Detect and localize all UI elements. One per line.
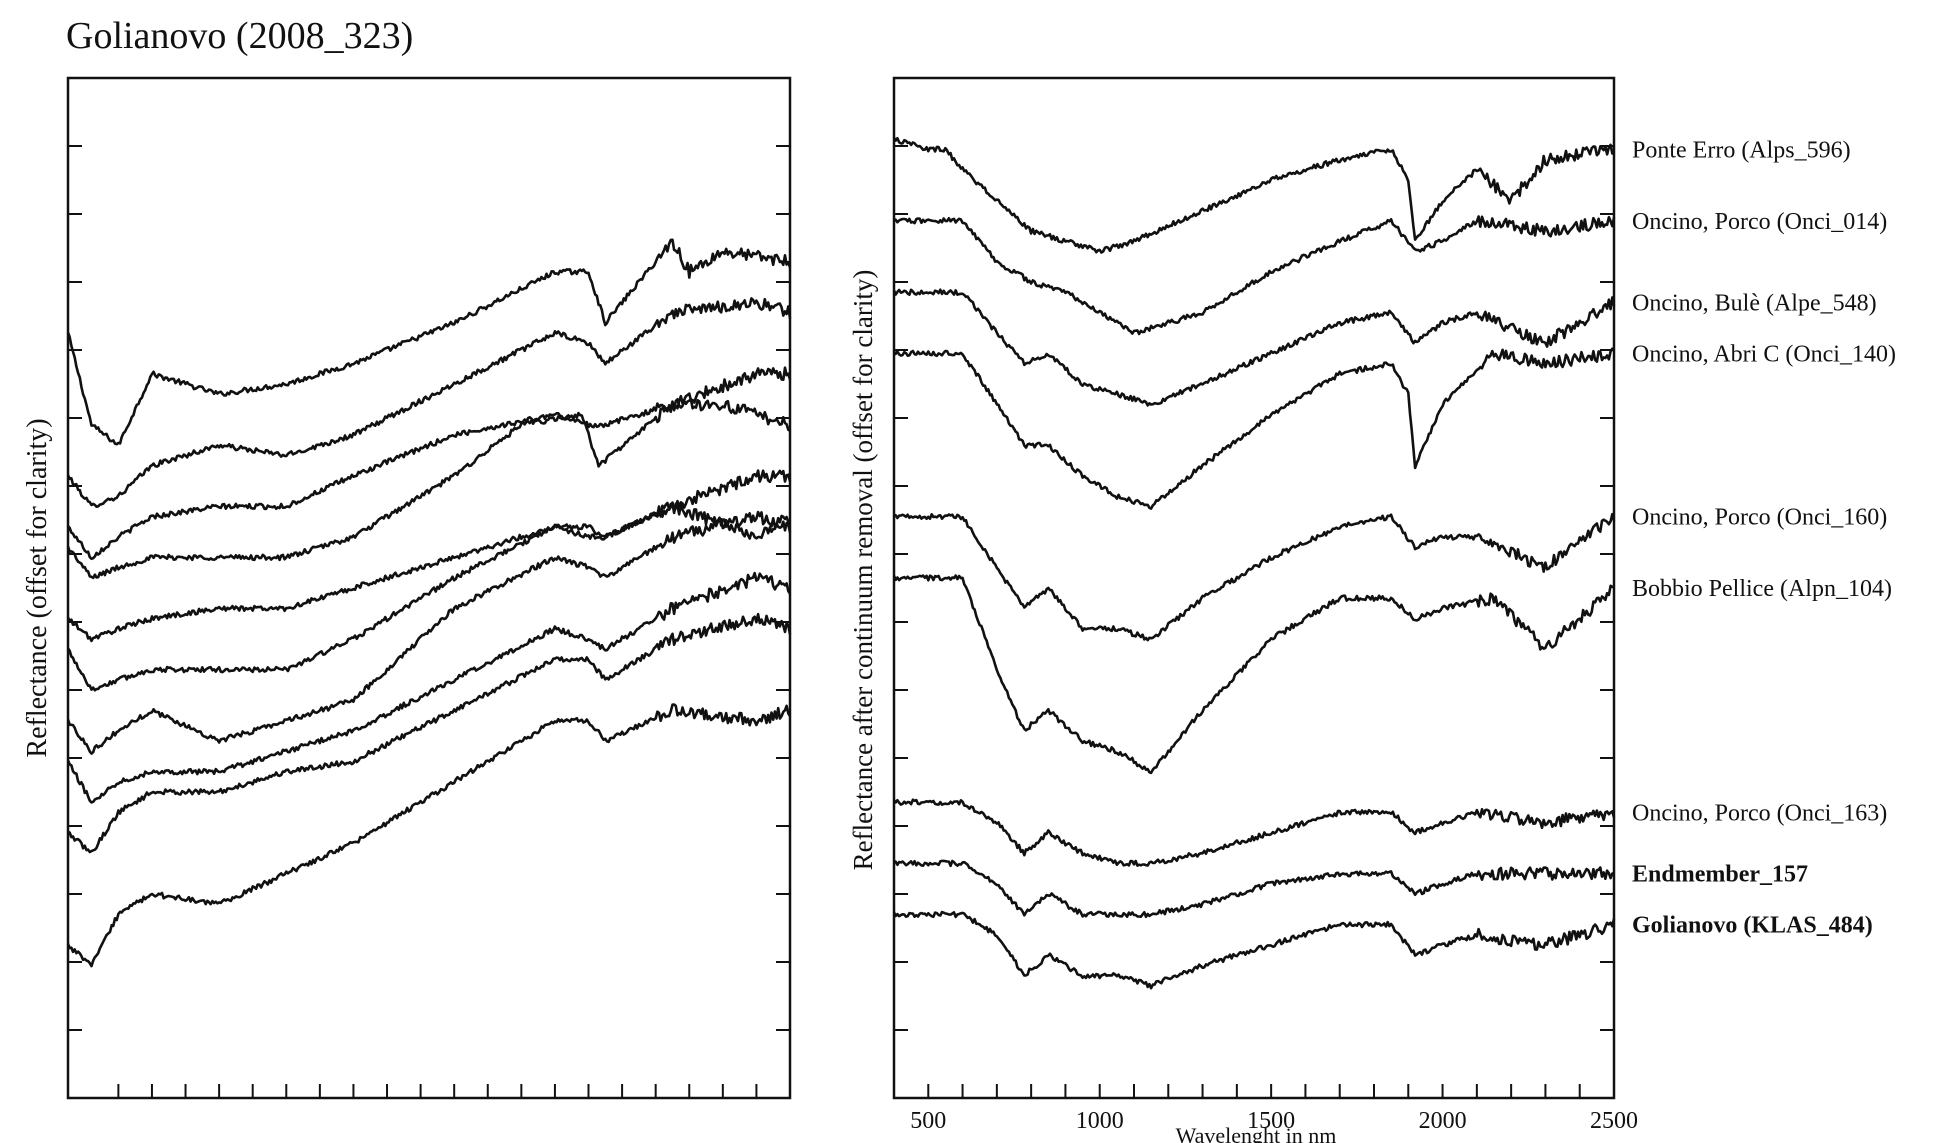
right-ticks bbox=[894, 145, 1614, 1098]
spectrum-line-9 bbox=[892, 910, 1616, 990]
x-tick-label: 500 bbox=[910, 1108, 946, 1134]
spectrum-line-3 bbox=[67, 366, 792, 561]
left-series-group bbox=[66, 238, 792, 968]
left-panel: Reflectance (offset for clarity) bbox=[22, 76, 792, 1100]
right-x-axis-label: Wavelenght in nm bbox=[1176, 1123, 1337, 1143]
figure-title: Golianovo (2008_323) bbox=[66, 15, 413, 57]
legend-entry: Oncino, Porco (Onci_160) bbox=[1632, 505, 1887, 531]
right-legend: Ponte Erro (Alps_596) Oncino, Porco (Onci… bbox=[1632, 137, 1896, 938]
right-panel: 500 1000 1500 2000 2500 Ponte Erro (Alps_596… bbox=[848, 76, 1896, 1143]
right-y-axis-label: Reflectance after continuum removal (off… bbox=[848, 270, 878, 871]
spectrum-line-4 bbox=[892, 347, 1616, 510]
spectrum-line-1 bbox=[66, 238, 792, 446]
spectrum-line-10 bbox=[66, 703, 792, 968]
legend-entry: Oncino, Porco (Onci_014) bbox=[1632, 209, 1887, 235]
legend-entry: Ponte Erro (Alps_596) bbox=[1632, 137, 1851, 163]
x-tick-label: 2000 bbox=[1419, 1108, 1467, 1134]
spectrum-line-6 bbox=[66, 501, 791, 692]
right-series-group bbox=[892, 136, 1616, 990]
legend-entry: Endmember_157 bbox=[1632, 862, 1808, 888]
x-tick-label: 1500 bbox=[1247, 1108, 1295, 1134]
spectrum-line-5 bbox=[893, 512, 1616, 642]
x-tick-label: 2500 bbox=[1590, 1108, 1638, 1134]
spectrum-line-7 bbox=[892, 798, 1616, 867]
left-ticks bbox=[68, 145, 790, 1098]
left-y-axis-label: Reflectance (offset for clarity) bbox=[22, 418, 53, 757]
spectrum-line-8 bbox=[66, 571, 792, 804]
spectrum-line-4 bbox=[66, 397, 791, 580]
spectrum-line-2 bbox=[66, 297, 792, 508]
spectrum-line-7 bbox=[66, 510, 792, 755]
right-x-tick-labels: 500 1000 1500 2000 2500 bbox=[910, 1108, 1638, 1134]
spectrum-line-3 bbox=[892, 288, 1616, 407]
spectrum-line-2 bbox=[893, 215, 1616, 336]
x-tick-label: 1000 bbox=[1076, 1108, 1124, 1134]
left-plot-frame bbox=[66, 76, 792, 1100]
legend-entry: Oncino, Porco (Onci_163) bbox=[1632, 800, 1887, 826]
spectrum-line-6 bbox=[892, 574, 1615, 775]
legend-entry: Bobbio Pellice (Alpn_104) bbox=[1632, 576, 1892, 602]
legend-entry: Oncino, Abri C (Onci_140) bbox=[1632, 341, 1896, 367]
spectrum-line-8 bbox=[893, 859, 1615, 919]
spectrum-line-9 bbox=[67, 612, 792, 854]
legend-entry: Oncino, Bulè (Alpe_548) bbox=[1632, 290, 1877, 316]
spectrum-line-1 bbox=[892, 136, 1615, 254]
legend-entry: Golianovo (KLAS_484) bbox=[1632, 913, 1873, 939]
